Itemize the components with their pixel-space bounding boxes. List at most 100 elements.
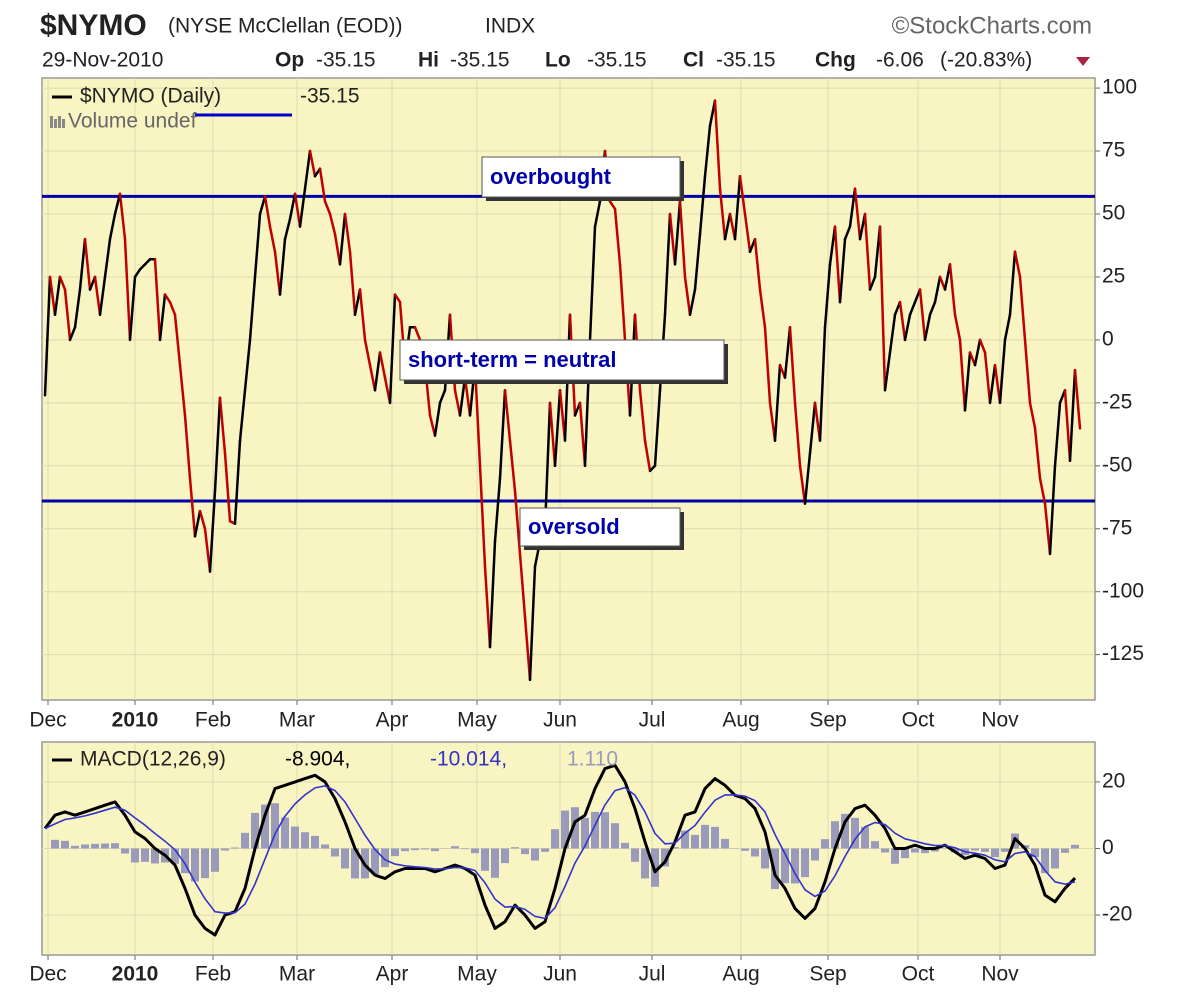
annotation: oversold	[528, 514, 620, 539]
line-segment	[793, 401, 802, 468]
x-tick-label: Feb	[195, 709, 231, 732]
line-segment	[1003, 313, 1012, 342]
histogram-bar	[301, 832, 309, 849]
x-tick-label: Dec	[29, 709, 66, 732]
histogram-bar	[81, 844, 89, 849]
line-segment	[98, 275, 107, 316]
y-tick-label: 50	[1102, 202, 1125, 225]
histogram-bar	[531, 848, 539, 861]
histogram-bar	[151, 848, 159, 864]
histogram-bar	[641, 848, 649, 879]
line-segment	[453, 389, 462, 417]
line-segment	[258, 195, 267, 216]
line-segment	[698, 174, 707, 236]
line-segment	[213, 396, 222, 493]
quote-label: Chg	[815, 49, 856, 72]
histogram-bar	[1001, 848, 1009, 852]
line-segment	[723, 212, 732, 241]
line-segment	[198, 509, 207, 531]
line-segment	[833, 225, 842, 304]
line-segment	[183, 414, 192, 480]
quote-value: -6.06	[876, 49, 924, 72]
line-segment	[493, 477, 502, 543]
line-segment	[323, 200, 332, 216]
line-segment	[903, 313, 912, 342]
line-segment	[233, 439, 242, 525]
line-segment	[888, 313, 897, 354]
line-segment	[273, 250, 282, 296]
line-segment	[158, 293, 167, 342]
histogram-bar	[721, 838, 729, 849]
line-segment	[363, 338, 372, 367]
line-segment	[523, 615, 532, 682]
line-segment	[853, 187, 862, 241]
x-tick-label: Jul	[639, 963, 666, 986]
line-segment	[168, 300, 177, 316]
x-tick-label: Mar	[279, 963, 315, 986]
line-segment	[268, 225, 277, 254]
line-segment	[528, 565, 537, 682]
histogram-bar	[501, 848, 509, 864]
histogram-bar	[91, 843, 99, 849]
line-segment	[238, 389, 247, 442]
x-tick-label: Jun	[543, 963, 577, 986]
histogram-bar	[421, 848, 429, 850]
histogram-bar	[401, 848, 409, 852]
y-tick-label: 0	[1102, 836, 1114, 859]
line-segment	[713, 99, 722, 191]
line-segment	[788, 326, 797, 405]
line-segment	[1073, 368, 1082, 430]
histogram-bar	[261, 804, 269, 849]
line-segment	[953, 313, 962, 342]
annotation-box	[519, 507, 681, 547]
line-segment	[803, 451, 812, 505]
y-tick-label: -75	[1102, 516, 1132, 539]
line-segment	[328, 212, 337, 236]
line-segment	[378, 351, 387, 379]
line-segment	[433, 401, 442, 437]
histogram-bar	[321, 844, 329, 849]
line-segment	[343, 212, 352, 254]
down-arrow	[1076, 57, 1090, 66]
line-segment	[1008, 250, 1017, 316]
line-segment	[718, 187, 727, 241]
x-tick-label: Dec	[29, 963, 66, 986]
quote-label: Op	[275, 49, 304, 72]
line-segment	[133, 268, 142, 279]
line-segment	[1018, 275, 1027, 342]
histogram-bar	[411, 848, 419, 851]
histogram-bar	[1041, 848, 1049, 874]
line-segment	[688, 288, 697, 316]
source: ©StockCharts.com	[892, 12, 1092, 39]
annotation: overbought	[490, 164, 612, 189]
line-segment	[838, 237, 847, 304]
x-tick-label: Mar	[279, 709, 315, 732]
x-tick-label: Sep	[809, 709, 846, 732]
line-segment	[288, 192, 297, 221]
line-segment	[263, 195, 272, 228]
line-segment	[503, 389, 512, 442]
histogram-bar	[71, 845, 79, 849]
histogram-bar	[391, 848, 399, 857]
y-tick-label: -20	[1102, 903, 1132, 926]
line-segment	[393, 293, 402, 304]
x-tick-label: Nov	[981, 963, 1019, 986]
histogram-bar	[381, 848, 389, 868]
line-segment	[498, 389, 507, 480]
line-segment	[243, 338, 252, 392]
volume-icon	[50, 116, 53, 128]
line-segment	[868, 275, 877, 291]
line-segment	[58, 275, 67, 291]
line-segment	[428, 414, 437, 437]
line-segment	[128, 275, 137, 342]
line-segment	[668, 212, 677, 266]
line-segment	[638, 389, 647, 442]
line-segment	[553, 389, 562, 468]
histogram-bar	[511, 847, 519, 849]
line-segment	[1043, 502, 1052, 556]
histogram-bar	[131, 848, 139, 863]
volume-icon	[58, 116, 61, 128]
line-segment	[43, 275, 52, 397]
line-segment	[163, 293, 172, 304]
legend-note: Volume undef	[68, 110, 197, 133]
